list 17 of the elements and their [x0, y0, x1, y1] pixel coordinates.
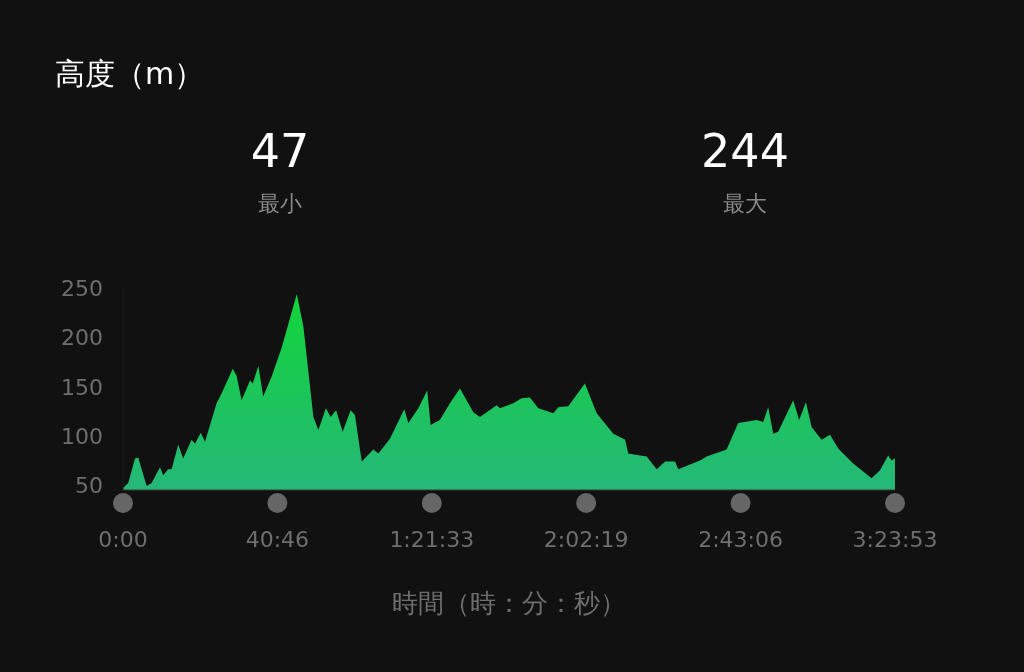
chart-title: 高度（m） [55, 56, 205, 91]
x-tick-label: 2:43:06 [698, 527, 783, 552]
y-tick-label: 150 [61, 374, 103, 400]
x-tick-label: 3:23:53 [852, 527, 938, 552]
y-tick-label: 200 [61, 325, 103, 351]
text: 最大 [723, 191, 767, 216]
y-tick-label: 100 [61, 423, 103, 449]
x-tick-label: 40:46 [245, 527, 310, 552]
x-axis-title: 時間（時：分：秒） [392, 588, 626, 618]
text: 47 [250, 124, 310, 178]
x-tick-label: 1:21:33 [389, 527, 475, 552]
y-tick-label: 50 [75, 473, 103, 499]
text: 244 [701, 124, 789, 178]
text: 最小 [258, 191, 302, 216]
x-tick-label: 0:00 [98, 527, 148, 552]
y-tick-label: 250 [61, 276, 103, 301]
x-tick-label: 2:02:19 [543, 527, 629, 552]
